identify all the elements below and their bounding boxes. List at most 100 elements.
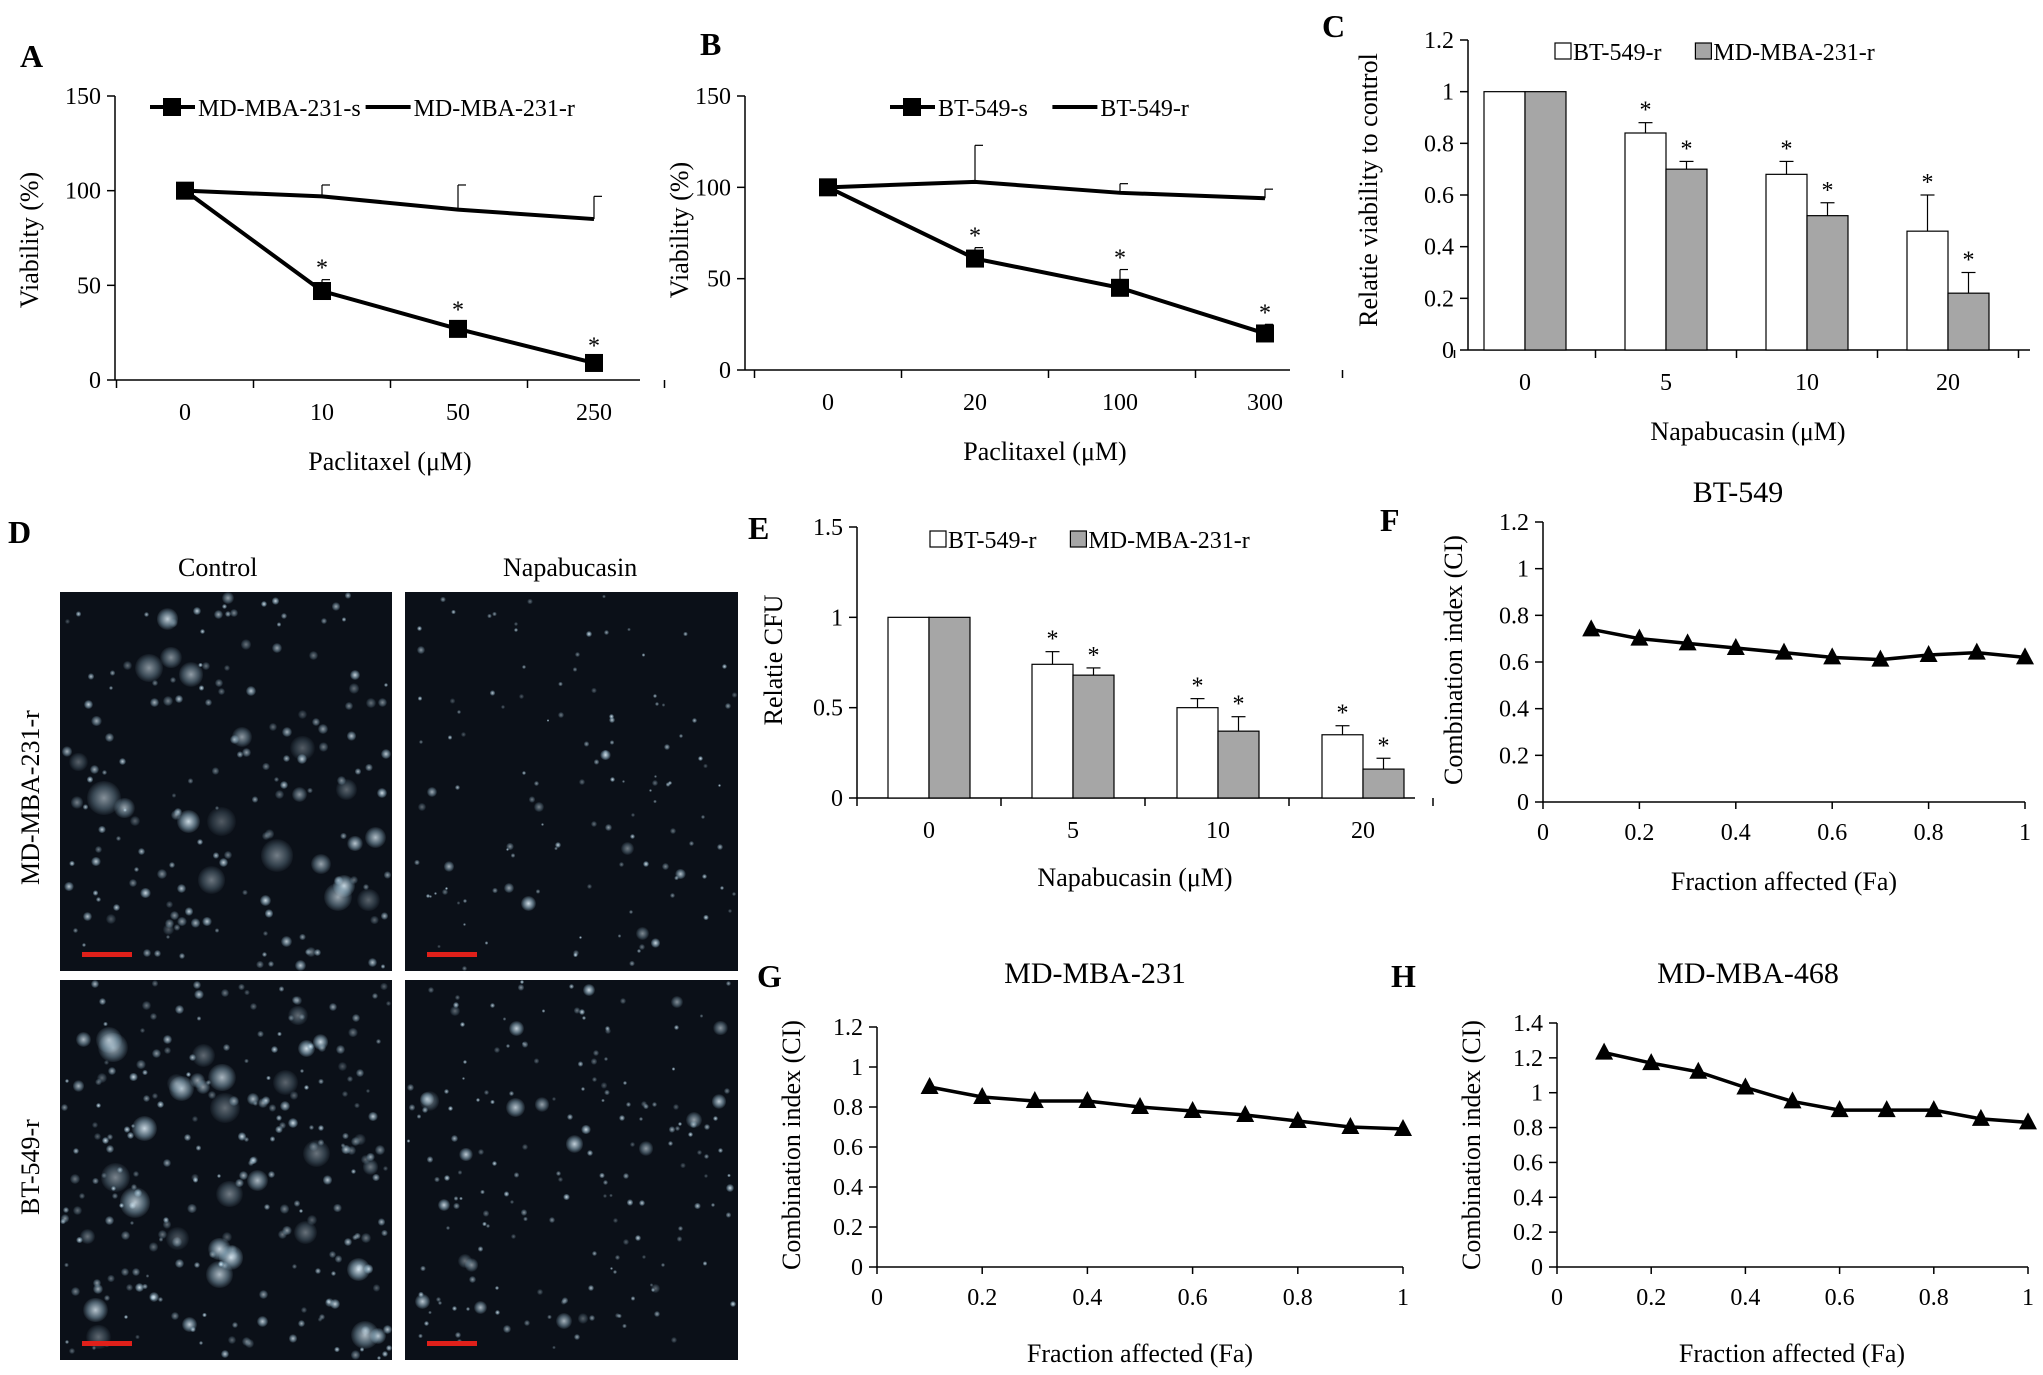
cell-colony-speck (489, 689, 496, 696)
cell-colony-speck (228, 1095, 239, 1106)
cell-colony-speck (693, 1202, 701, 1210)
cell-colony-speck (650, 1283, 660, 1293)
cell-colony-speck (631, 1296, 636, 1301)
cell-colony-speck (386, 1000, 392, 1006)
cell-colony-speck (237, 1132, 247, 1141)
cell-colony-speck (668, 1126, 676, 1133)
chart-h-data-point (1595, 1042, 1614, 1060)
cell-colony-speck (503, 1190, 510, 1197)
cell-colony-speck (727, 1173, 731, 1178)
cell-colony-speck (731, 692, 737, 698)
cell-colony-speck (163, 696, 174, 707)
cell-colony-speck (165, 901, 173, 909)
cell-colony-speck (113, 903, 121, 911)
chart-e-bar (887, 616, 930, 799)
cell-colony-speck (178, 661, 204, 687)
cell-colony-speck (459, 1021, 465, 1028)
cell-colony-speck (261, 1096, 271, 1105)
cell-colony-speck (637, 949, 641, 953)
chart-b-x-tick-label: 300 (1247, 390, 1283, 416)
chart-c-significance-mark: * (1640, 98, 1652, 124)
cell-colony-speck (288, 1118, 299, 1129)
cell-colony-speck (142, 1284, 148, 1290)
cell-colony-speck (288, 1334, 298, 1343)
cell-colony-speck (162, 923, 174, 935)
cell-colony-speck (329, 1299, 340, 1310)
cell-colony-speck (492, 887, 498, 894)
cell-colony-speck (207, 806, 237, 837)
cell-colony-speck (317, 1078, 324, 1085)
micro-col-label-control: Control (178, 553, 258, 582)
cell-colony-speck (654, 701, 660, 706)
cell-colony-speck (594, 759, 600, 765)
cell-colony-speck (406, 1138, 411, 1143)
cell-colony-speck (534, 781, 539, 786)
cell-colony-speck (350, 669, 360, 680)
chart-f-data-point (1630, 628, 1649, 646)
cell-colony-speck (218, 858, 228, 867)
cell-colony-speck (601, 1082, 608, 1089)
cell-colony-speck (300, 1306, 307, 1313)
cell-colony-speck (670, 995, 684, 1009)
cell-colony-speck (651, 1287, 656, 1292)
cell-colony-speck (416, 626, 422, 631)
cell-colony-speck (202, 1313, 207, 1318)
cell-colony-speck (449, 698, 456, 704)
cell-colony-speck (622, 1323, 627, 1329)
cell-colony-speck (177, 809, 201, 833)
cell-colony-speck (577, 1313, 588, 1324)
cell-colony-speck (352, 1234, 358, 1241)
cell-colony-speck (148, 1242, 159, 1252)
cell-colony-speck (453, 1196, 459, 1201)
chart-e-bar (1321, 734, 1364, 799)
cell-colony-speck (131, 1184, 138, 1190)
cell-colony-speck (704, 1124, 710, 1131)
cell-colony-speck (149, 1012, 158, 1021)
cell-colony-speck (60, 1214, 70, 1223)
chart-g-x-tick-label: 0.8 (1283, 1285, 1313, 1311)
cell-colony-speck (250, 1155, 259, 1164)
cell-colony-speck (348, 1027, 358, 1038)
cell-colony-speck (484, 941, 489, 945)
cell-colony-speck (710, 1203, 715, 1208)
cell-colony-speck (198, 662, 203, 668)
cell-colony-speck (257, 1030, 264, 1038)
chart-c-legend-swatch (1694, 42, 1713, 60)
cell-colony-speck (434, 1176, 440, 1182)
cell-colony-speck (554, 846, 559, 851)
chart-g-y-tick-label: 0.6 (833, 1135, 863, 1161)
cell-colony-speck (132, 1116, 158, 1142)
cell-colony-speck (555, 1312, 573, 1330)
cell-colony-speck (331, 1270, 337, 1276)
cell-colony-speck (333, 1203, 342, 1213)
cell-colony-speck (349, 876, 358, 885)
chart-c-significance-mark: * (1681, 136, 1693, 162)
chart-e-legend-swatch (929, 530, 947, 548)
chart-h-data-point (1642, 1053, 1661, 1071)
cell-colony-speck (424, 1321, 430, 1327)
cell-colony-speck (713, 1020, 728, 1035)
cell-colony-speck (692, 718, 697, 724)
cell-colony-speck (303, 1084, 309, 1090)
cell-colony-speck (381, 1229, 388, 1237)
cell-colony-speck (622, 1172, 629, 1179)
cell-colony-speck (605, 1025, 611, 1031)
chart-e-bar (928, 616, 971, 799)
chart-f-data-point (1919, 645, 1938, 662)
cell-colony-speck (617, 934, 622, 938)
cell-colony-speck (601, 1098, 605, 1102)
cell-colony-speck (121, 1230, 131, 1241)
scale-bar (82, 1341, 132, 1346)
chart-c-significance-mark: * (1822, 178, 1834, 204)
cell-colony-speck (521, 664, 526, 670)
cell-colony-speck (293, 996, 302, 1005)
chart-c-y-tick-label: 0.2 (1424, 286, 1454, 312)
cell-colony-speck (188, 1053, 196, 1061)
cell-colony-speck (269, 723, 277, 731)
chart-h-y-tick-label: 1 (1531, 1081, 1543, 1107)
cell-colony-speck (629, 909, 634, 915)
cell-colony-speck (356, 1069, 365, 1078)
chart-g-y-tick-label: 0.8 (833, 1095, 863, 1121)
chart-a-data-point (449, 319, 467, 338)
cell-colony-speck (105, 732, 115, 742)
